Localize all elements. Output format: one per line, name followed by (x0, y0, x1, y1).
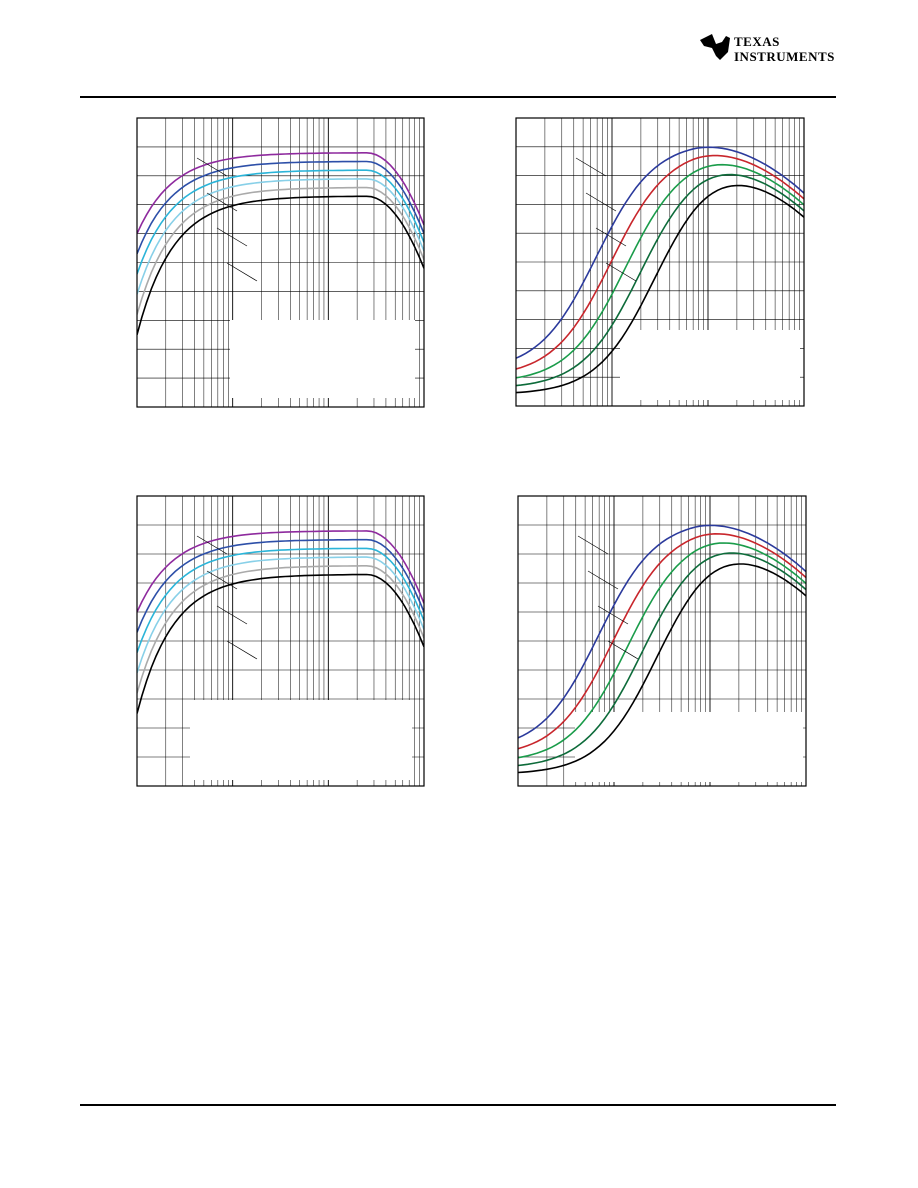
curve (516, 173, 804, 387)
leader-line (216, 227, 248, 247)
curve (516, 154, 804, 370)
curve (137, 178, 424, 295)
legend-box (575, 712, 803, 782)
curve (518, 542, 806, 759)
curve (518, 524, 806, 739)
leader-line (595, 227, 627, 247)
plot-frame (136, 495, 425, 787)
chart-panel (515, 117, 805, 407)
plot-frame (515, 117, 805, 407)
leader-line (206, 570, 238, 590)
leader-line (226, 262, 258, 282)
leader-line (216, 605, 248, 625)
curve (516, 146, 804, 359)
curve (137, 547, 424, 653)
leader-line (196, 535, 228, 555)
ti-logo: Texas Instruments (700, 34, 835, 64)
curve (516, 184, 804, 394)
plot-frame (517, 495, 807, 787)
curve (518, 552, 806, 767)
curve (137, 195, 424, 336)
chart-panel (136, 495, 425, 787)
leader-line (605, 262, 637, 282)
leader-line (597, 605, 629, 625)
logo-text: Texas (734, 34, 780, 49)
legend-box (620, 330, 800, 400)
plot-frame (136, 117, 425, 408)
leader-line (577, 535, 609, 555)
logo-mark (700, 34, 730, 60)
leader-line (206, 192, 238, 212)
curve (518, 532, 806, 750)
leader-line (226, 640, 258, 660)
chart-panel (517, 495, 807, 787)
curve (137, 565, 424, 694)
curve (518, 563, 806, 774)
leader-line (587, 570, 619, 590)
curve (137, 573, 424, 714)
curve (137, 160, 424, 255)
leader-line (196, 157, 228, 177)
leader-line (575, 157, 607, 177)
logo-text: Instruments (734, 49, 835, 64)
curve (137, 556, 424, 674)
legend-box (230, 320, 415, 398)
leader-line (607, 640, 639, 660)
curve (516, 163, 804, 379)
curve (137, 169, 424, 275)
curve (137, 152, 424, 234)
curve (137, 530, 424, 613)
chart-panel (136, 117, 425, 408)
curve (137, 538, 424, 633)
curve (137, 186, 424, 315)
leader-line (585, 192, 617, 212)
legend-box (190, 700, 412, 780)
